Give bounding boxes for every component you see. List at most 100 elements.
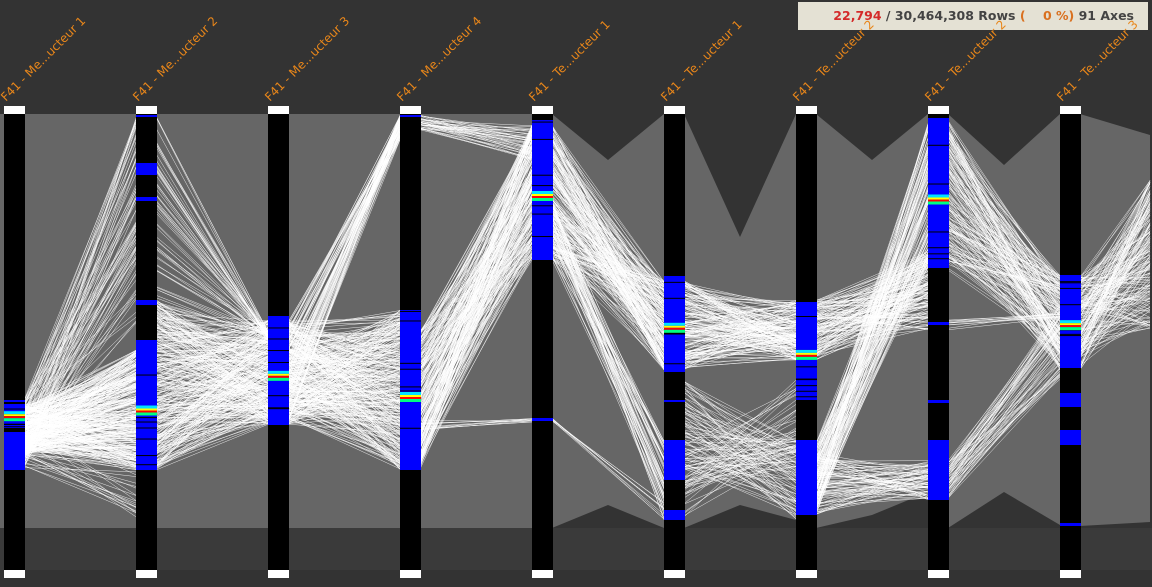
axis-top-handle <box>796 106 817 114</box>
density-band <box>796 349 817 353</box>
density-band <box>136 340 157 470</box>
density-band <box>268 370 289 374</box>
density-band <box>664 400 685 402</box>
axis-top-handle <box>1060 106 1081 114</box>
density-gap <box>136 427 157 429</box>
density-gap <box>664 333 685 335</box>
density-band <box>928 440 949 500</box>
density-gap <box>136 417 157 419</box>
density-band <box>928 322 949 325</box>
density-band <box>400 310 421 470</box>
density-gap <box>1060 333 1081 335</box>
density-peak <box>400 397 421 399</box>
density-gap <box>1060 335 1081 337</box>
envelope-region <box>0 114 4 528</box>
density-band <box>136 300 157 305</box>
axis-bottom-handle <box>1060 570 1081 578</box>
density-gap <box>532 185 553 187</box>
density-gap <box>796 390 817 392</box>
density-gap <box>400 386 421 388</box>
density-gap <box>796 396 817 398</box>
density-gap <box>136 421 157 423</box>
density-band <box>136 115 157 117</box>
density-band <box>268 377 289 381</box>
density-band <box>532 194 553 196</box>
density-gap <box>400 427 421 429</box>
density-band <box>532 418 553 421</box>
density-gap <box>532 138 553 140</box>
density-band <box>532 198 553 201</box>
percent-open: ( <box>1019 8 1026 23</box>
density-peak <box>268 375 289 378</box>
density-peak <box>664 327 685 330</box>
density-gap <box>400 310 421 312</box>
axis-top-handle <box>268 106 289 114</box>
density-gap <box>928 183 949 185</box>
density-gap <box>796 366 817 368</box>
density-band <box>664 329 685 333</box>
density-gap <box>400 362 421 364</box>
density-band <box>136 405 157 409</box>
density-peak <box>796 354 817 357</box>
density-gap <box>796 315 817 317</box>
density-band <box>400 395 421 397</box>
bottom-band <box>0 528 1152 570</box>
axis-top-handle <box>664 106 685 114</box>
density-gap <box>532 213 553 215</box>
density-gap <box>136 464 157 466</box>
density-band <box>928 197 949 200</box>
density-gap <box>268 338 289 340</box>
density-gap <box>4 423 25 425</box>
selected-rows: 22,794 <box>833 8 882 23</box>
axis-bottom-handle <box>532 570 553 578</box>
density-band <box>664 325 685 328</box>
density-gap <box>664 332 685 334</box>
density-band <box>664 510 685 520</box>
density-band <box>268 316 289 318</box>
density-band <box>664 440 685 480</box>
density-gap <box>1060 281 1081 283</box>
density-gap <box>268 408 289 410</box>
density-band <box>400 115 421 117</box>
total-rows: 30,464,308 <box>894 8 974 23</box>
density-band <box>136 163 157 175</box>
density-band <box>4 432 25 470</box>
density-gap <box>268 327 289 329</box>
density-gap <box>1060 287 1081 289</box>
density-band <box>928 400 949 403</box>
density-gap <box>796 379 817 381</box>
density-peak <box>1060 325 1081 328</box>
density-band <box>1060 393 1081 407</box>
axis-top-handle <box>928 106 949 114</box>
density-gap <box>928 258 949 260</box>
density-gap <box>268 395 289 397</box>
density-band <box>532 191 553 194</box>
density-gap <box>928 144 949 146</box>
axis-top-handle <box>532 106 553 114</box>
axis-bottom-handle <box>4 570 25 578</box>
density-band <box>1060 327 1081 331</box>
density-gap <box>268 407 289 409</box>
density-peak <box>136 410 157 413</box>
axis-top-handle <box>4 106 25 114</box>
density-gap <box>268 350 289 352</box>
axis-top-handle <box>136 106 157 114</box>
density-band <box>4 414 25 417</box>
density-gap <box>928 253 949 255</box>
density-gap <box>664 281 685 283</box>
density-band <box>136 412 157 416</box>
density-band <box>400 392 421 395</box>
density-band <box>928 201 949 205</box>
density-band <box>928 194 949 198</box>
density-gap <box>928 231 949 233</box>
axis-bottom-handle <box>796 570 817 578</box>
density-gap <box>532 205 553 207</box>
density-band <box>4 400 25 402</box>
density-gap <box>664 363 685 365</box>
density-band <box>928 118 949 268</box>
density-peak <box>532 196 553 198</box>
density-band <box>532 120 553 260</box>
density-gap <box>136 374 157 376</box>
density-gap <box>400 390 421 392</box>
